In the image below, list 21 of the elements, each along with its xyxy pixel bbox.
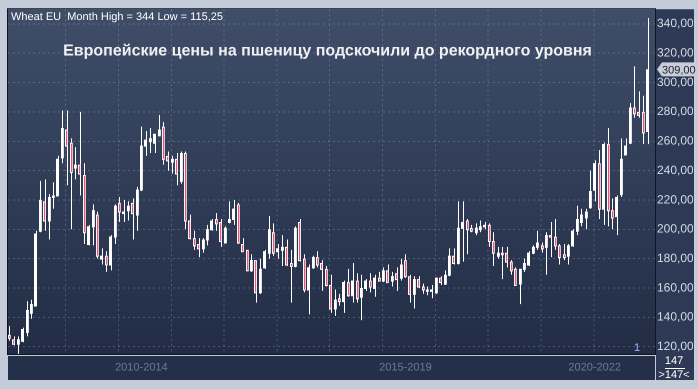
y-tick-label: 120,00 (657, 338, 694, 353)
y-tick-label: 180,00 (657, 250, 694, 265)
y-tick-label: 160,00 (657, 280, 694, 294)
y-tick-label: 300,00 (657, 74, 694, 89)
text: Европейские цены на пшеницу подскочили до рекордного уровня (63, 42, 592, 60)
y-tick-label: 200,00 (657, 222, 694, 236)
annotation: 1 (634, 342, 640, 354)
chart-subtitle: Wheat EU Month High = 344 Low = 115,25 (11, 11, 223, 24)
x-tick-label: 2020-2022 (568, 362, 622, 374)
y-tick-label: 280,00 (657, 104, 694, 118)
text: 147 (664, 355, 684, 368)
y-tick-label: 220,00 (657, 192, 694, 206)
text: >147< (658, 369, 690, 382)
y-tick-label: 340,00 (657, 16, 694, 30)
y-tick-label: 140,00 (657, 310, 694, 324)
annotation: 309,00 (662, 64, 696, 76)
y-tick-label: 320,00 (657, 46, 694, 60)
y-tick-label: 260,00 (657, 134, 694, 148)
x-tick-label: 2015-2019 (379, 362, 432, 374)
x-tick-label: 2010-2014 (115, 362, 168, 374)
y-tick-label: 240,00 (657, 162, 694, 177)
